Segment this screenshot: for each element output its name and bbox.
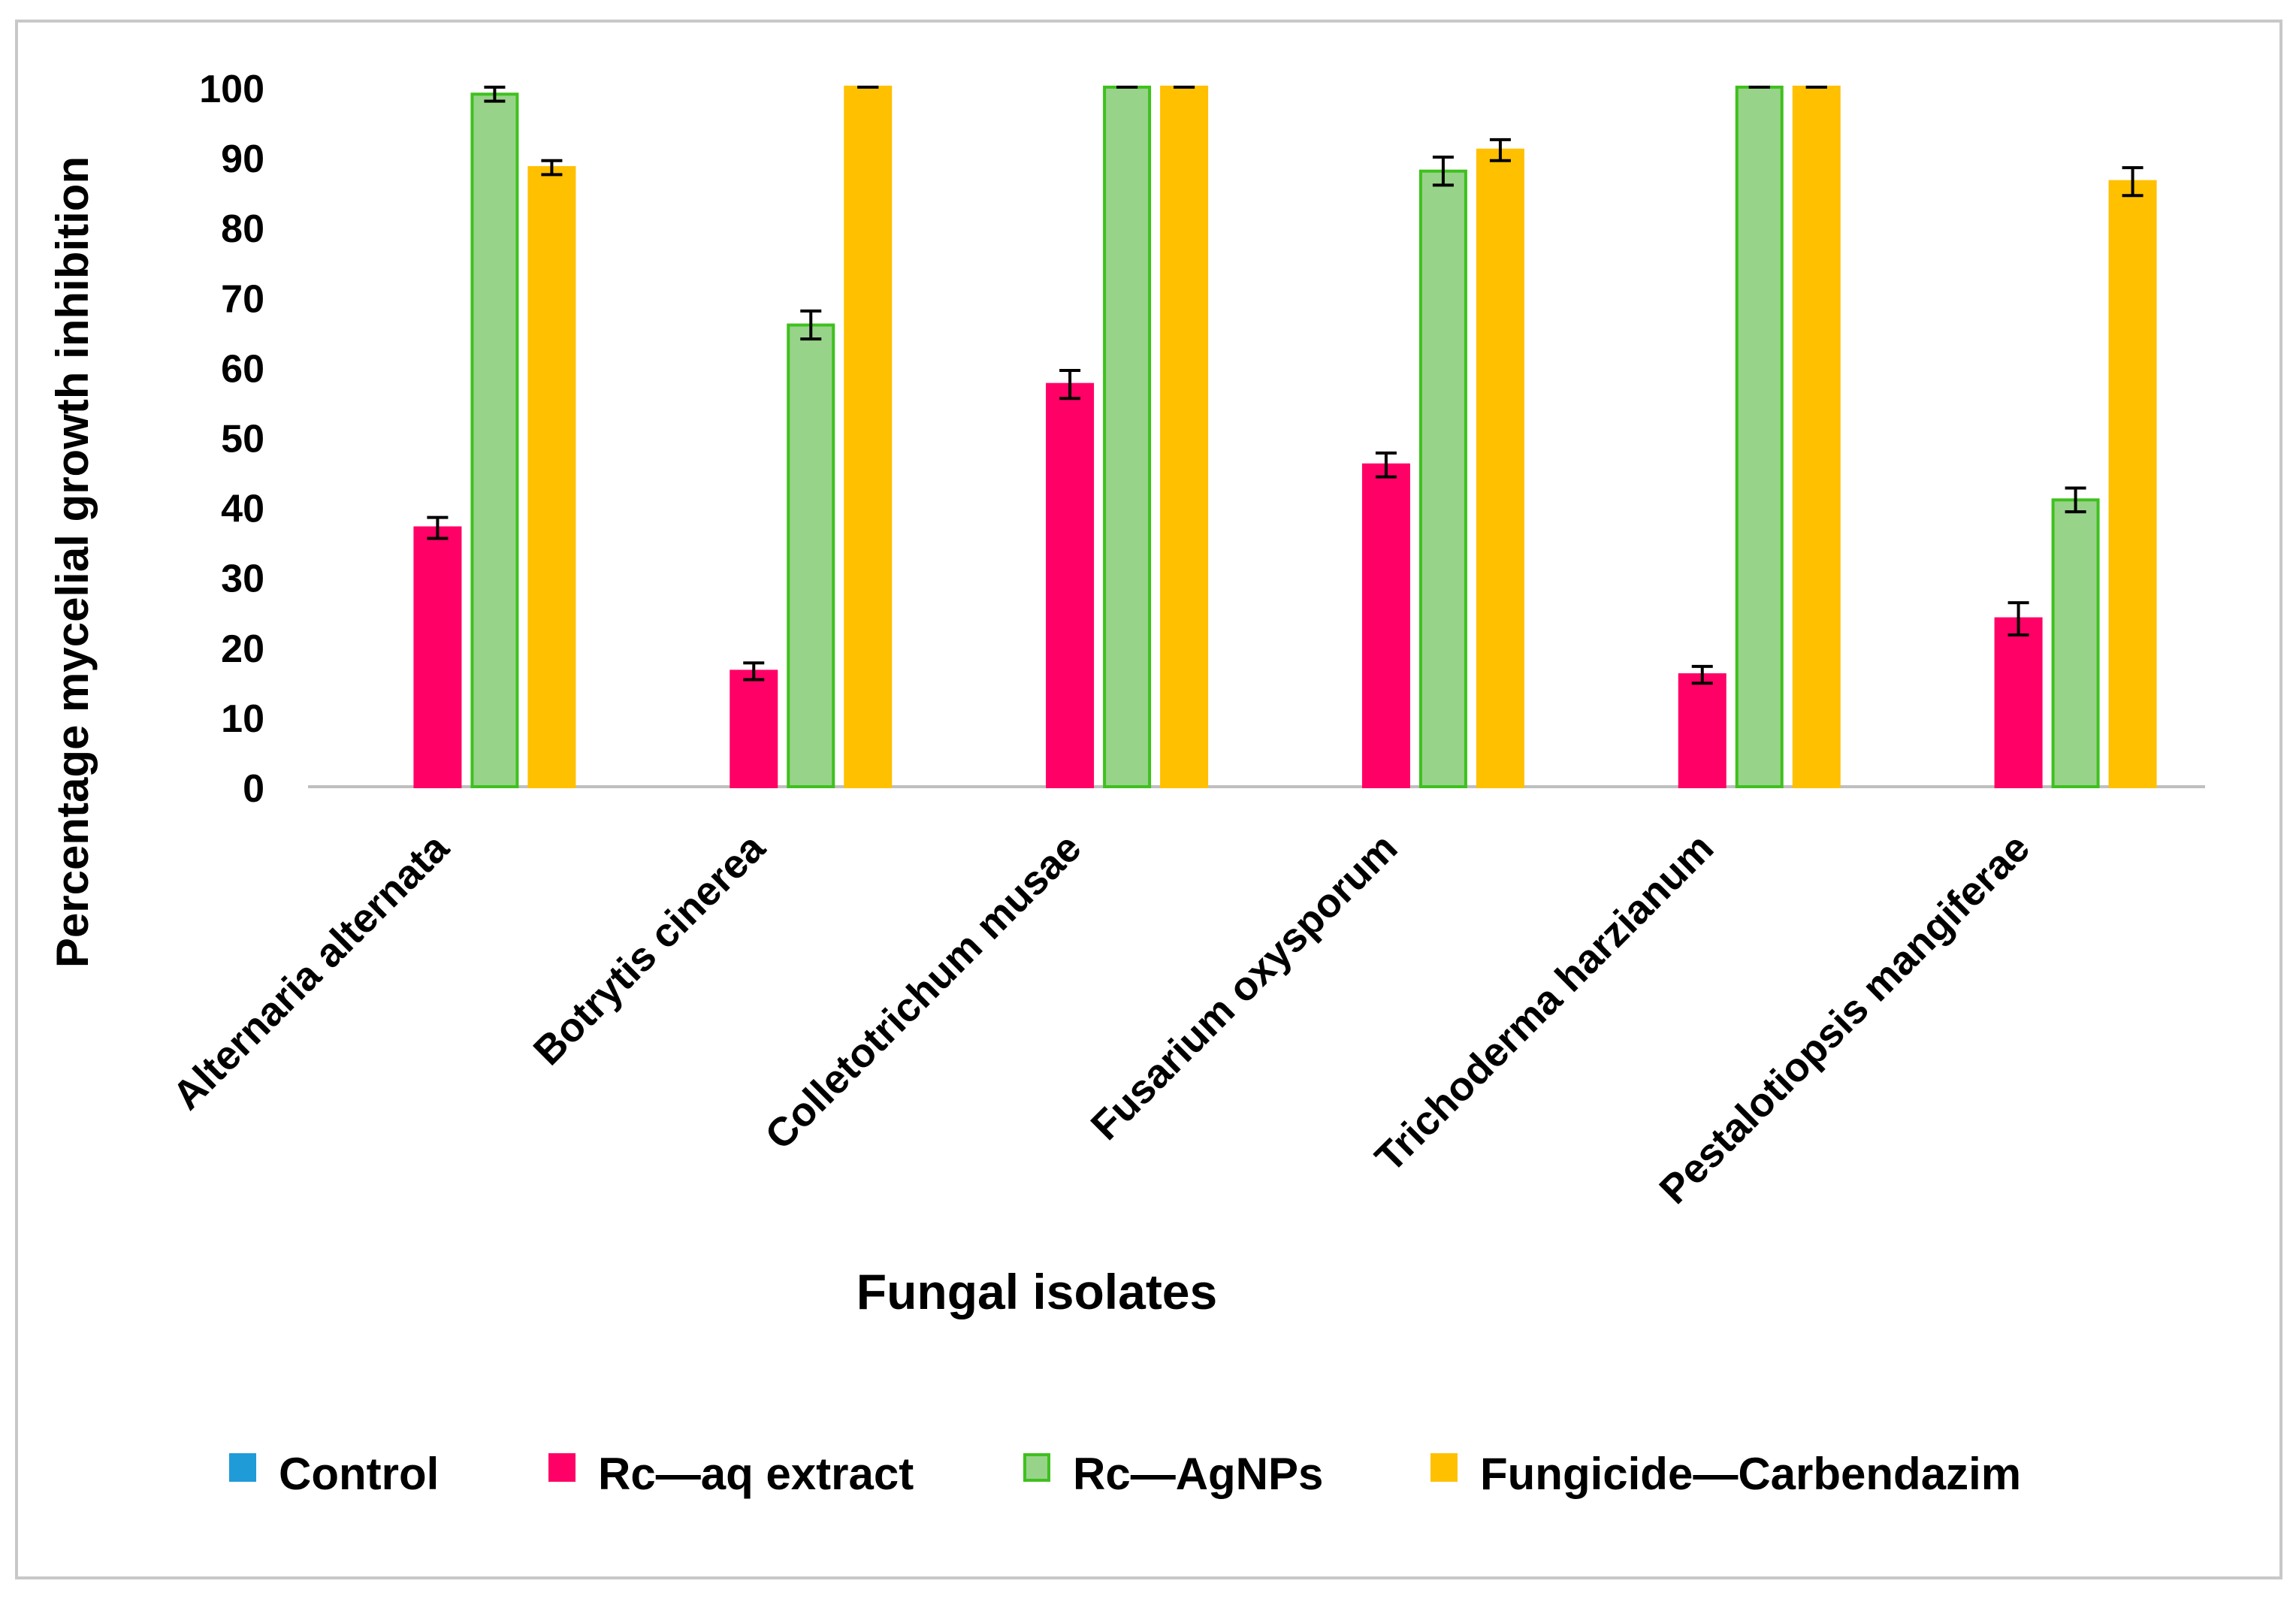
bar-3-1 (844, 86, 893, 788)
error-bar-2-0 (484, 86, 506, 103)
error-bar-2-3 (1432, 156, 1454, 187)
error-bar-3-5 (2122, 166, 2143, 198)
error-bar-3-3 (1489, 138, 1511, 162)
legend-swatch-3 (1430, 1453, 1458, 1482)
y-tick-label: 40 (221, 488, 264, 531)
y-tick-label: 0 (243, 767, 264, 811)
bar-1-5 (1994, 617, 2043, 788)
error-bar-2-5 (2065, 486, 2086, 514)
y-tick-label: 90 (221, 138, 264, 181)
bar-2-5 (2051, 498, 2100, 788)
error-bar-1-1 (743, 661, 765, 682)
legend: Control Rc—aq extract Rc—AgNPs Fungicide—Ca… (229, 1449, 2021, 1499)
bar-2-4 (1735, 86, 1784, 788)
error-bar-1-5 (2007, 601, 2029, 636)
error-bar-1-0 (427, 515, 449, 540)
y-tick-label: 100 (199, 68, 264, 111)
y-tick-label: 80 (221, 207, 264, 251)
y-tick-label: 50 (221, 418, 264, 461)
legend-label-0: Control (279, 1449, 439, 1499)
bar-3-5 (2108, 180, 2157, 788)
y-axis-label: Percentage mycelial growth inhibition (47, 156, 98, 968)
bar-2-2 (1103, 86, 1152, 788)
legend-swatch-0 (229, 1453, 256, 1482)
bar-1-3 (1361, 463, 1410, 788)
error-bar-1-4 (1691, 664, 1713, 685)
bar-2-0 (470, 92, 519, 788)
y-tick-label: 10 (221, 697, 264, 741)
bar-3-4 (1792, 86, 1841, 788)
legend-label-2: Rc—AgNPs (1073, 1449, 1323, 1499)
error-bar-3-0 (541, 159, 563, 177)
bar-1-0 (413, 526, 462, 789)
bars-group (413, 86, 2157, 789)
error-bar-2-1 (800, 309, 822, 341)
error-bar-1-3 (1375, 451, 1397, 479)
y-tick-label: 60 (221, 347, 264, 391)
y-tick-label: 20 (221, 627, 264, 671)
bar-2-1 (787, 323, 835, 789)
bar-1-4 (1678, 673, 1727, 788)
y-tick-label: 30 (221, 558, 264, 601)
bar-3-2 (1160, 86, 1209, 788)
legend-swatch-1 (548, 1453, 576, 1482)
legend-label-3: Fungicide—Carbendazim (1480, 1449, 2021, 1499)
bar-3-0 (527, 166, 576, 788)
legend-swatch-2 (1023, 1453, 1050, 1482)
bar-1-1 (730, 670, 778, 789)
error-bar-1-2 (1059, 369, 1081, 400)
x-axis-label: Fungal isolates (856, 1264, 1217, 1319)
bar-1-2 (1046, 382, 1095, 788)
y-axis-ticks: 0 10 20 30 40 50 60 70 80 90 100 (199, 68, 264, 811)
bar-3-3 (1476, 148, 1524, 789)
error-bars-group (427, 86, 2143, 685)
y-tick-label: 70 (221, 277, 264, 321)
bar-2-3 (1418, 169, 1467, 789)
legend-label-1: Rc—aq extract (598, 1449, 914, 1499)
